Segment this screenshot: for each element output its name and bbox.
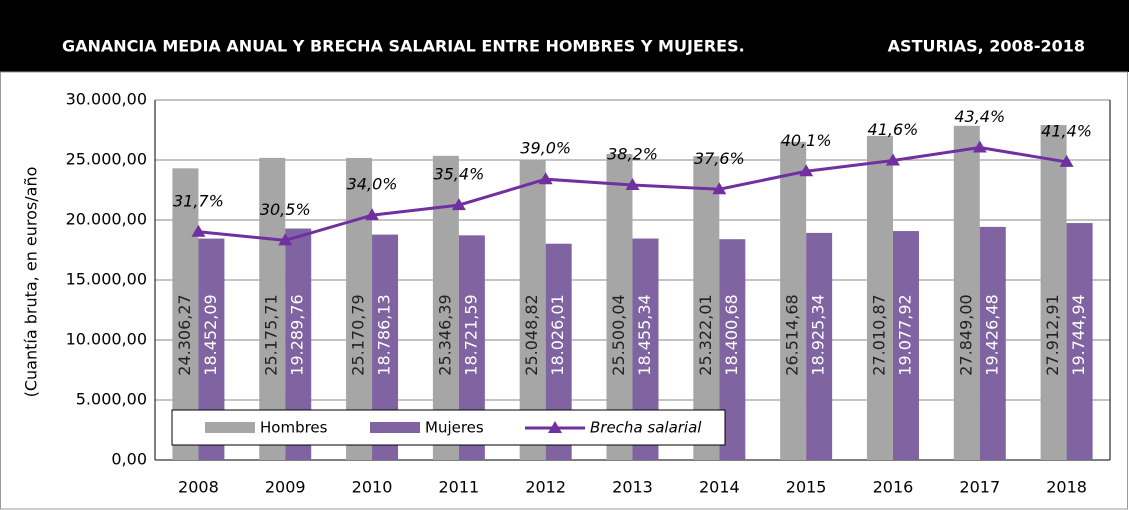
bar-value-label: 24.306,27 — [175, 294, 194, 375]
legend-label: Mujeres — [425, 419, 484, 437]
bar-value-label: 19.077,92 — [895, 294, 914, 375]
bar-value-label: 18.400,68 — [722, 294, 741, 375]
line-value-label: 38,2% — [607, 144, 658, 163]
y-tick-label: 0,00 — [111, 450, 147, 469]
line-value-label: 40,1% — [781, 131, 832, 150]
y-tick-label: 10.000,00 — [66, 330, 147, 349]
bar-value-label: 27.912,91 — [1043, 294, 1062, 375]
line-marker — [799, 164, 814, 177]
line-value-label: 35,4% — [433, 165, 484, 184]
line-marker — [451, 198, 466, 211]
bar-value-label: 25.346,39 — [435, 294, 454, 375]
y-tick-label: 5.000,00 — [76, 390, 147, 409]
y-tick-label: 15.000,00 — [66, 270, 147, 289]
line-value-label: 43,4% — [954, 107, 1005, 126]
bar-value-label: 18.026,01 — [548, 294, 567, 375]
line-value-label: 31,7% — [173, 191, 224, 210]
line-value-label: 41,4% — [1041, 121, 1092, 140]
y-tick-label: 20.000,00 — [66, 210, 147, 229]
x-tick-label: 2012 — [525, 478, 566, 497]
bar-value-label: 19.289,76 — [288, 294, 307, 375]
x-tick-label: 2010 — [352, 478, 393, 497]
bar-value-label: 25.175,71 — [262, 294, 281, 375]
line-marker — [972, 140, 987, 153]
line-marker — [625, 177, 640, 190]
line-marker — [278, 233, 293, 246]
chart-title: GANANCIA MEDIA ANUAL Y BRECHA SALARIAL E… — [62, 37, 745, 56]
y-axis-label: (Cuantía bruta, en euros/año — [22, 167, 41, 398]
header-bar — [0, 0, 1129, 72]
bar-value-label: 19.426,48 — [982, 294, 1001, 375]
bar-value-label: 27.849,00 — [956, 294, 975, 375]
y-tick-label: 25.000,00 — [66, 150, 147, 169]
bar-value-label: 25.048,82 — [522, 294, 541, 375]
bar — [806, 232, 833, 460]
x-tick-label: 2017 — [959, 478, 1000, 497]
bar-value-label: 18.786,13 — [375, 294, 394, 375]
bar-value-label: 18.455,34 — [635, 294, 654, 375]
x-tick-label: 2009 — [265, 478, 306, 497]
line-marker — [191, 224, 206, 237]
bar-value-label: 25.500,04 — [609, 294, 628, 375]
line-marker — [712, 182, 727, 195]
bar — [606, 153, 633, 461]
line-value-label: 39,0% — [520, 139, 571, 158]
bar-value-label: 25.170,79 — [349, 294, 368, 375]
bar — [953, 125, 980, 460]
bar-value-label: 26.514,68 — [783, 294, 802, 375]
bar-value-label: 18.925,34 — [809, 294, 828, 375]
x-tick-label: 2011 — [439, 478, 480, 497]
line-marker — [1059, 154, 1074, 167]
bar — [892, 231, 919, 460]
x-tick-label: 2008 — [178, 478, 219, 497]
line-marker — [365, 208, 380, 221]
x-tick-label: 2018 — [1046, 478, 1087, 497]
bar — [866, 135, 893, 460]
bar — [979, 226, 1006, 460]
legend-label: Brecha salarial — [590, 419, 702, 437]
x-tick-label: 2016 — [873, 478, 914, 497]
bar — [1040, 125, 1067, 461]
line-value-label: 41,6% — [868, 120, 919, 139]
line-value-label: 37,6% — [694, 149, 745, 168]
bar-value-label: 25.322,01 — [696, 294, 715, 375]
x-tick-label: 2014 — [699, 478, 740, 497]
bar-value-label: 27.010,87 — [869, 294, 888, 375]
bar — [1066, 223, 1093, 460]
legend-label: Hombres — [260, 419, 328, 437]
x-tick-label: 2015 — [786, 478, 827, 497]
y-tick-label: 30.000,00 — [66, 90, 147, 109]
line-marker — [538, 172, 553, 185]
legend-box — [171, 409, 726, 446]
line-value-label: 34,0% — [347, 175, 398, 194]
legend-swatch — [205, 422, 255, 433]
x-tick-label: 2013 — [612, 478, 653, 497]
bar-value-label: 19.744,94 — [1069, 294, 1088, 375]
bar — [780, 141, 807, 460]
line-marker — [885, 153, 900, 166]
bar-value-label: 18.721,59 — [461, 294, 480, 375]
line-value-label: 30,5% — [260, 200, 311, 219]
legend-swatch — [370, 422, 420, 433]
chart-subtitle: ASTURIAS, 2008-2018 — [888, 37, 1085, 56]
legend-marker — [548, 421, 562, 433]
bar — [693, 156, 720, 461]
bar-value-label: 18.452,09 — [201, 294, 220, 375]
